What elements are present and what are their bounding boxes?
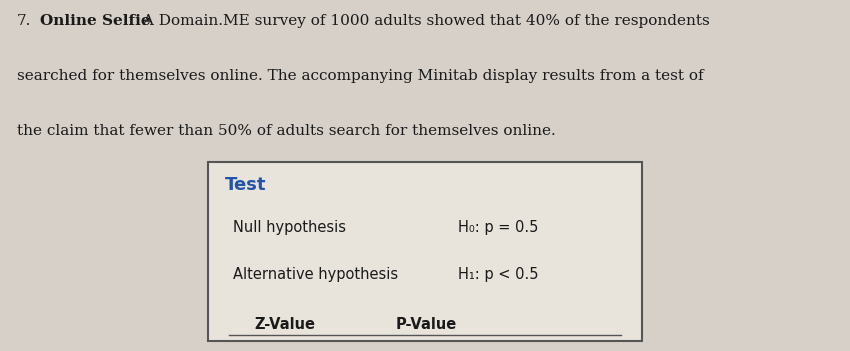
Text: Z-Value: Z-Value bbox=[254, 317, 315, 332]
Text: Alternative hypothesis: Alternative hypothesis bbox=[234, 267, 399, 282]
Text: H₁: p < 0.5: H₁: p < 0.5 bbox=[458, 267, 539, 282]
Text: searched for themselves online. The accompanying Minitab display results from a : searched for themselves online. The acco… bbox=[17, 69, 704, 83]
Text: Online Selfie: Online Selfie bbox=[40, 14, 150, 28]
Text: Null hypothesis: Null hypothesis bbox=[234, 220, 347, 235]
Text: P-Value: P-Value bbox=[396, 317, 457, 332]
Text: A Domain.ME survey of 1000 adults showed that 40% of the respondents: A Domain.ME survey of 1000 adults showed… bbox=[138, 14, 710, 28]
FancyBboxPatch shape bbox=[208, 162, 642, 340]
Text: Test: Test bbox=[225, 176, 267, 193]
Text: H₀: p = 0.5: H₀: p = 0.5 bbox=[458, 220, 539, 235]
Text: 7.: 7. bbox=[17, 14, 31, 28]
Text: the claim that fewer than 50% of adults search for themselves online.: the claim that fewer than 50% of adults … bbox=[17, 124, 556, 138]
